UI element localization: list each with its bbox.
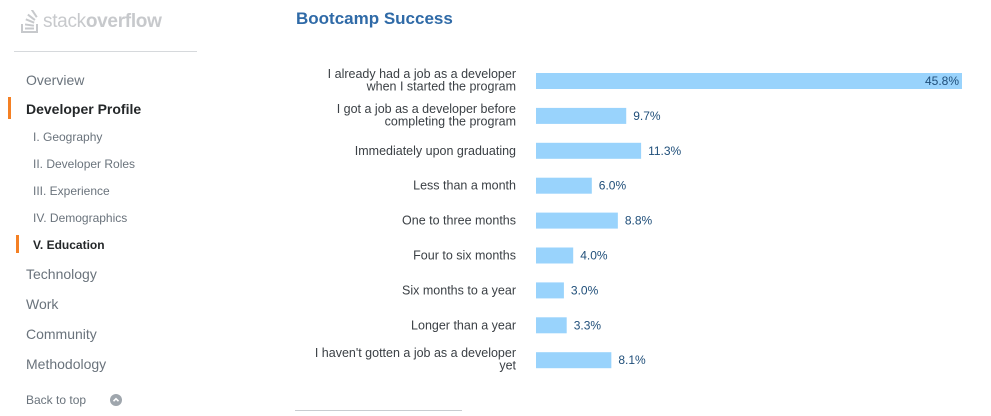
value-label-6: 3.0% — [571, 283, 599, 297]
sidebar-subitem-experience[interactable]: III. Experience — [33, 184, 110, 198]
bar-0 — [536, 73, 962, 89]
value-label-4: 8.8% — [625, 214, 653, 228]
sidebar-divider — [14, 51, 197, 52]
bar-2 — [536, 142, 642, 159]
stack-overflow-logo-icon — [21, 10, 38, 33]
category-label-2: Immediately upon graduating — [355, 144, 516, 158]
value-label-2: 11.3% — [648, 144, 681, 158]
bootcamp-success-chart: 45.8% I already had a job as a developer w… — [315, 67, 962, 373]
sidebar-item-methodology[interactable]: Methodology — [26, 356, 107, 372]
active-subsection-marker — [16, 235, 19, 253]
category-label-0: I already had a job as a developer when I… — [328, 67, 516, 94]
category-label-5: Four to six months — [413, 249, 516, 263]
sidebar-subitem-education[interactable]: V. Education — [33, 238, 105, 252]
value-label-3: 6.0% — [599, 179, 627, 193]
chart-title: Bootcamp Success — [296, 9, 453, 28]
category-label-3: Less than a month — [413, 179, 516, 193]
bar-7 — [536, 317, 567, 334]
value-label-8: 8.1% — [618, 353, 646, 367]
sidebar-item-overview[interactable]: Overview — [26, 72, 85, 88]
bar-5 — [536, 247, 574, 264]
stack-overflow-logo[interactable]: stackoverflow — [20, 8, 162, 36]
category-label-6: Six months to a year — [402, 283, 516, 297]
value-label-7: 3.3% — [574, 318, 602, 332]
sidebar-item-developer-profile[interactable]: Developer Profile — [26, 101, 142, 117]
section-divider — [295, 410, 462, 411]
category-label-7: Longer than a year — [411, 318, 516, 332]
category-label-8: I haven't gotten a job as a developer yet — [315, 346, 517, 373]
bar-1 — [536, 107, 627, 124]
bar-4 — [536, 212, 618, 229]
back-to-top-link[interactable]: Back to top — [26, 393, 87, 407]
sidebar-item-work[interactable]: Work — [26, 296, 59, 312]
sidebar-item-community[interactable]: Community — [26, 326, 97, 342]
bar-6 — [536, 282, 564, 299]
sidebar-subitem-demographics[interactable]: IV. Demographics — [33, 211, 128, 225]
value-label-0: 45.8% — [925, 74, 959, 88]
category-label-4: One to three months — [402, 214, 516, 228]
logo-text: stackoverflow — [43, 11, 162, 32]
bar-8 — [536, 352, 612, 369]
chevron-up-circle-icon[interactable] — [110, 394, 122, 406]
sidebar-subitem-geography[interactable]: I. Geography — [33, 130, 103, 144]
sidebar-item-technology[interactable]: Technology — [26, 266, 97, 282]
value-label-5: 4.0% — [580, 249, 608, 263]
sidebar-subitem-developer-roles[interactable]: II. Developer Roles — [33, 157, 136, 171]
active-section-marker — [8, 97, 11, 119]
sidebar: stackoverflow Overview Developer Profile… — [0, 0, 197, 416]
value-label-1: 9.7% — [633, 109, 661, 123]
bar-3 — [536, 177, 592, 194]
category-label-1: I got a job as a developer before complet… — [337, 102, 516, 128]
